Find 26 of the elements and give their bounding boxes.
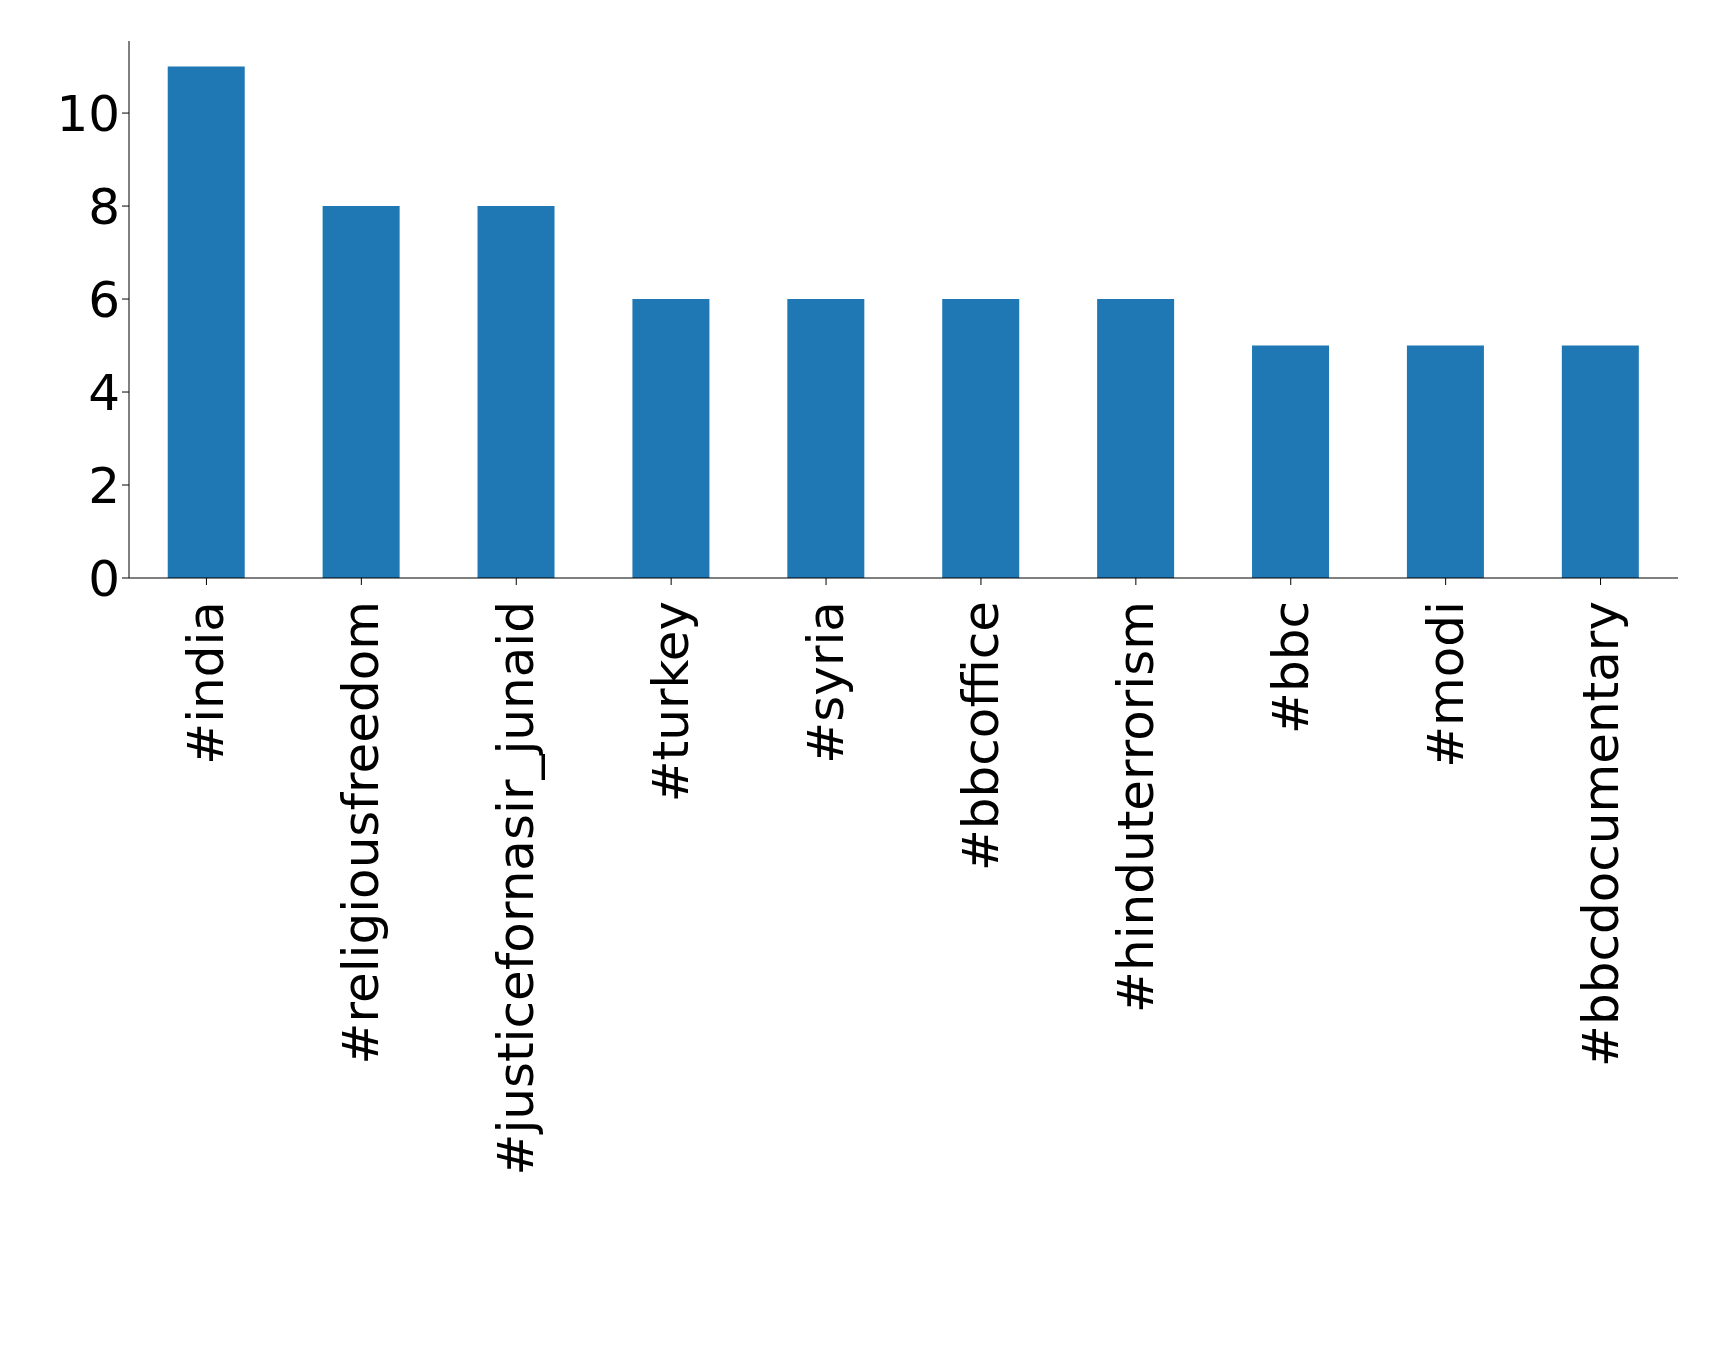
bar	[322, 206, 400, 578]
bar	[942, 299, 1020, 578]
x-tick-label: #turkey	[642, 601, 701, 803]
bar	[477, 206, 555, 578]
x-tick-label: #hinduterrorism	[1106, 601, 1165, 1013]
bar	[1252, 345, 1330, 578]
y-tick-label: 10	[56, 84, 120, 143]
x-tick-label: #bbc	[1261, 601, 1320, 734]
y-tick-label: 4	[88, 363, 120, 422]
x-tick-label: #india	[177, 601, 236, 765]
bar	[787, 299, 865, 578]
bar	[1097, 299, 1175, 578]
y-tick-label: 6	[88, 270, 120, 329]
x-tick-label: #modi	[1416, 601, 1475, 768]
bar	[632, 299, 710, 578]
x-tick-label: #justicefornasir_junaid	[487, 601, 546, 1176]
y-tick-label: 8	[88, 177, 120, 236]
y-tick-label: 0	[88, 549, 120, 608]
x-tick-label: #religiousfreedom	[332, 601, 391, 1065]
bar	[167, 66, 245, 578]
x-tick-label: #bbcoffice	[951, 601, 1010, 872]
bar	[1561, 345, 1639, 578]
bar	[1406, 345, 1484, 578]
x-tick-label: #syria	[797, 601, 856, 764]
y-tick-label: 2	[88, 456, 120, 515]
x-tick-label: #bbcdocumentary	[1571, 601, 1630, 1067]
